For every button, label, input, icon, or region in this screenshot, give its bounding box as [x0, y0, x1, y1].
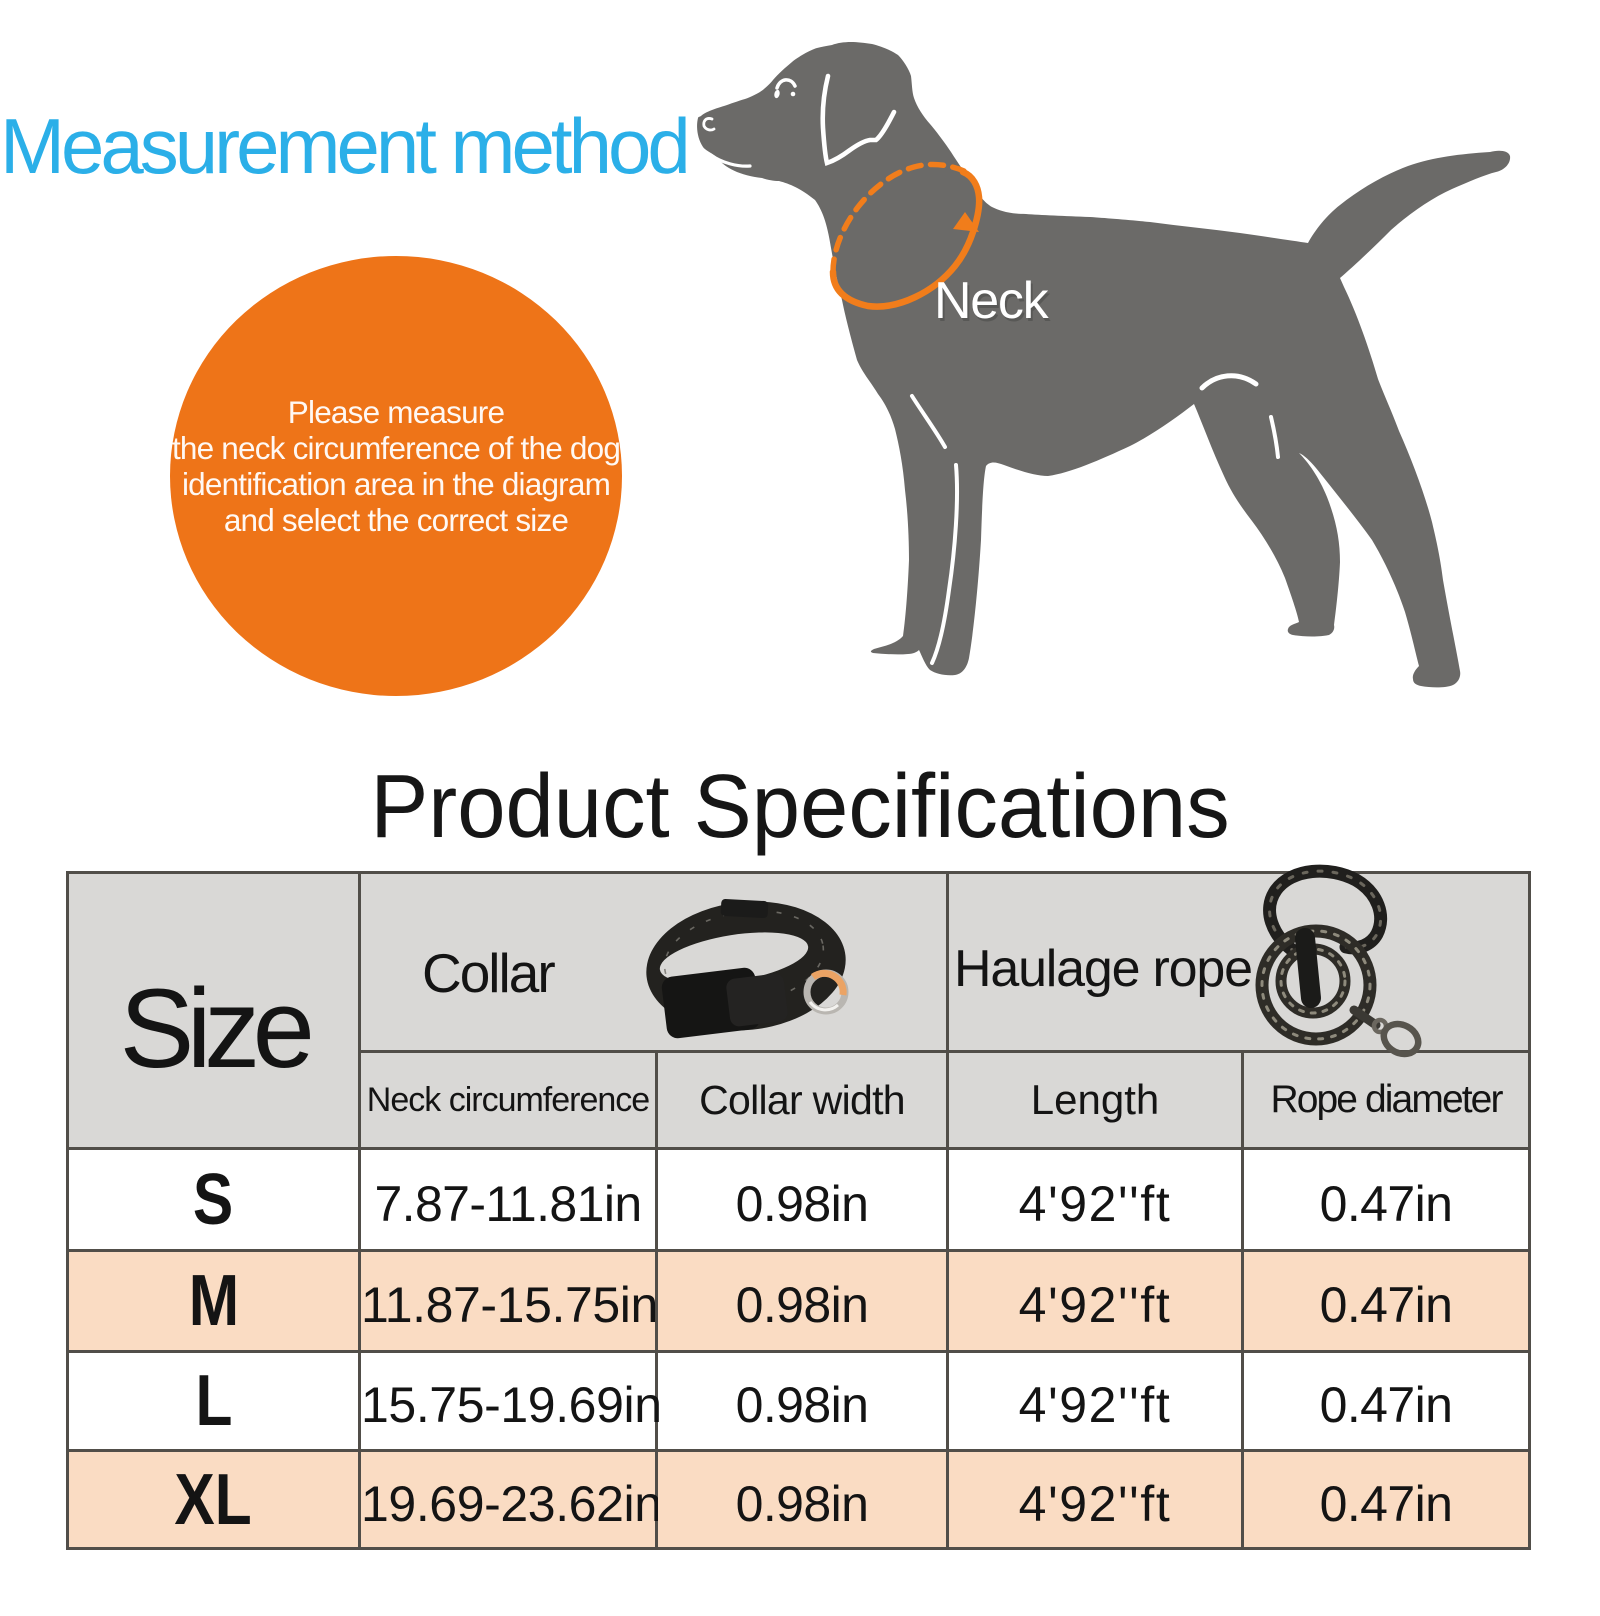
svg-text:Neck: Neck	[936, 275, 1052, 333]
svg-text:Neck: Neck	[934, 272, 1050, 330]
